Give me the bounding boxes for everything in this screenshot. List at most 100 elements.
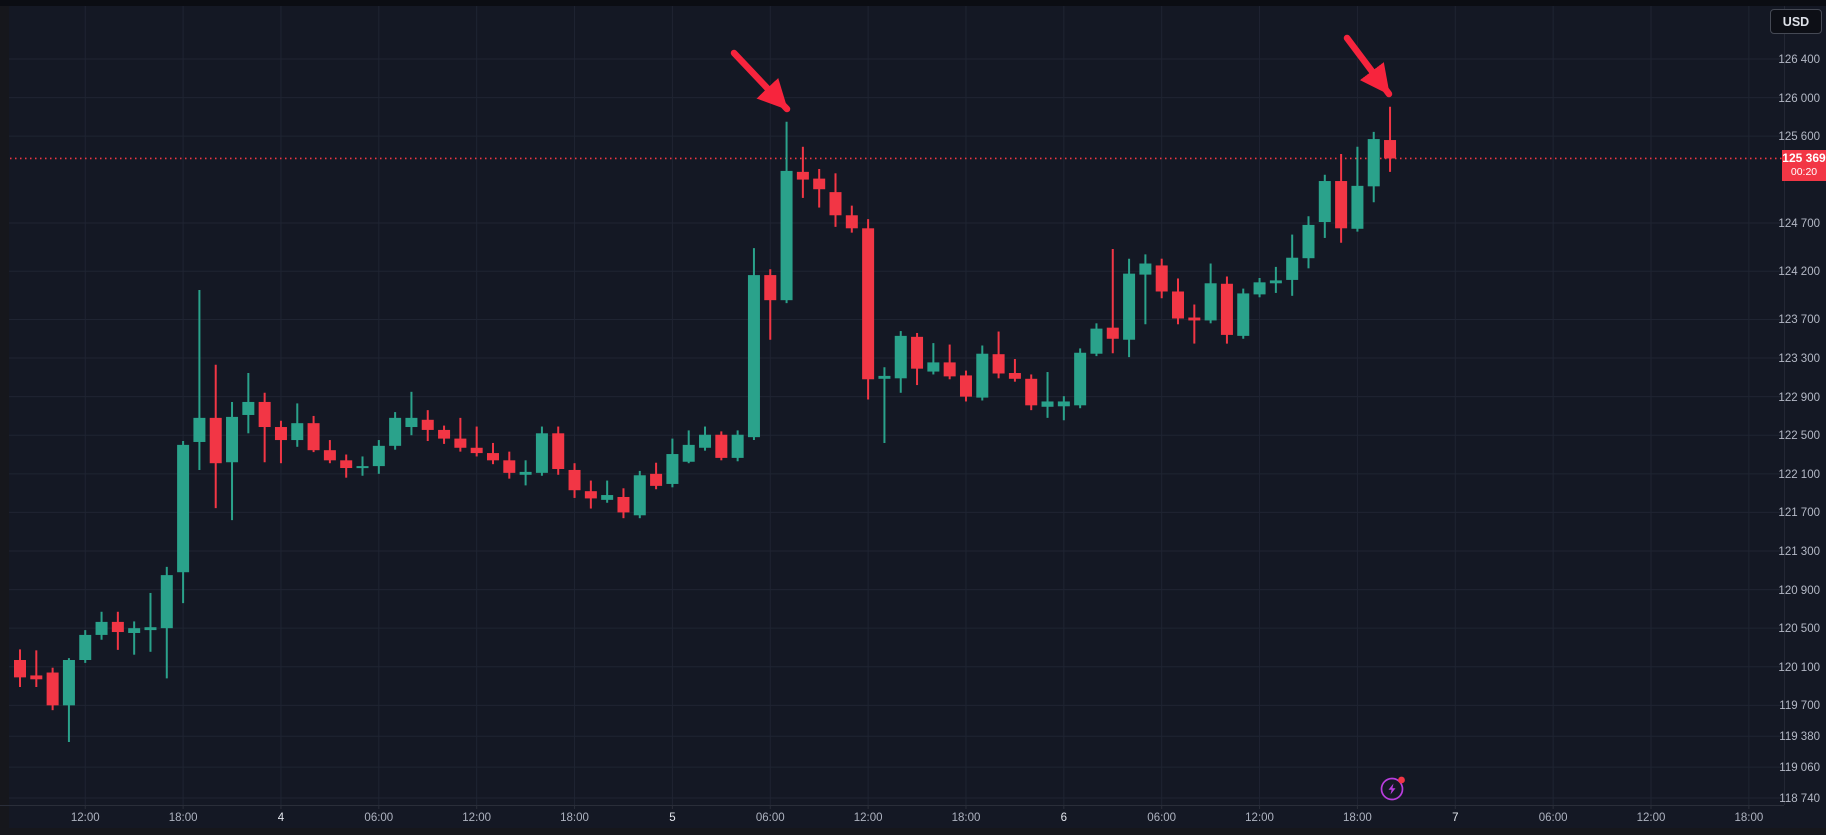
candle-body <box>1220 283 1233 335</box>
candle-body <box>747 275 760 438</box>
candle <box>242 373 255 434</box>
candle <box>389 412 402 450</box>
candle-body <box>715 434 728 458</box>
candle-body <box>291 423 304 441</box>
candle <box>601 480 614 503</box>
candle <box>421 410 434 442</box>
candle-body <box>519 471 532 475</box>
candle <box>992 331 1005 379</box>
time-tick-label: 12:00 <box>462 812 492 824</box>
price-tick-label: 122 900 <box>1778 391 1820 404</box>
candle <box>1008 359 1021 382</box>
candle <box>144 592 157 652</box>
candle-body <box>682 444 695 462</box>
candle-body <box>95 621 108 635</box>
currency-button[interactable]: USD <box>1770 9 1822 34</box>
candle-body <box>894 335 907 379</box>
time-axis[interactable]: 12:00 18:00 4 06:00 12:00 18:00 5 06:00 12:00 18:… <box>0 805 1784 829</box>
candle <box>470 426 483 457</box>
candle <box>1286 234 1299 296</box>
notification-dot <box>1398 776 1405 784</box>
candle <box>1188 304 1201 344</box>
candle <box>682 430 695 464</box>
candle <box>666 438 679 488</box>
price-axis[interactable]: 126 400 126 000 125 600 124 700 124 200 123 7… <box>1778 6 1826 805</box>
candle <box>14 649 26 688</box>
candle-body <box>209 417 222 464</box>
candle <box>307 415 320 453</box>
price-tick-label: 118 740 <box>1779 792 1820 805</box>
candle <box>699 426 712 451</box>
candle-body <box>552 433 565 469</box>
price-tick-label: 125 600 <box>1778 131 1820 144</box>
candle <box>552 426 565 475</box>
candle-body <box>421 419 434 430</box>
candle <box>845 205 858 233</box>
price-tick-label: 119 380 <box>1779 731 1820 744</box>
time-tick-label: 06:00 <box>364 812 394 824</box>
candle <box>1204 263 1217 324</box>
candle-body <box>46 672 59 706</box>
candle-body <box>242 401 255 415</box>
candle-body <box>14 660 26 678</box>
candle <box>274 420 287 464</box>
candle <box>30 650 43 688</box>
annotation-arrow[interactable] <box>1343 34 1393 98</box>
candle-body <box>943 362 956 377</box>
time-tick-label: 06:00 <box>1147 812 1177 824</box>
currency-label: USD <box>1782 14 1810 29</box>
candle <box>160 566 173 679</box>
candle <box>111 611 124 650</box>
candle-body <box>1351 185 1364 229</box>
candle <box>633 470 646 519</box>
annotation-arrow[interactable] <box>730 49 791 113</box>
candle-body <box>372 445 385 467</box>
time-tick-label: 18:00 <box>951 812 981 824</box>
time-tick-label: 12:00 <box>1636 812 1666 824</box>
candle-body <box>1269 280 1282 284</box>
candle <box>1318 174 1331 238</box>
candle <box>1090 323 1103 357</box>
candle <box>617 488 630 519</box>
candle <box>1351 146 1364 232</box>
boost-circle <box>1380 777 1404 801</box>
price-tick-label: 119 060 <box>1779 762 1820 775</box>
candle-body <box>1008 373 1021 379</box>
candle-body <box>307 423 320 451</box>
time-tick-label: 18:00 <box>560 812 589 824</box>
candle-body <box>128 628 141 633</box>
price-tick-label: 119 700 <box>1779 700 1820 713</box>
candle-body <box>731 434 744 458</box>
candle <box>959 370 972 402</box>
candle <box>258 392 271 463</box>
candle-body <box>30 675 43 680</box>
candle <box>1302 216 1315 269</box>
candle-body <box>1106 327 1119 339</box>
candle-body <box>160 575 173 629</box>
price-tick-label: 120 900 <box>1778 584 1820 597</box>
candle <box>193 290 206 470</box>
flash-boost-icon[interactable] <box>1380 776 1405 801</box>
candle <box>1074 348 1087 409</box>
candle-body <box>274 427 287 441</box>
candle <box>943 344 956 380</box>
time-tick-label-day: 6 <box>1060 812 1068 824</box>
candle-body <box>454 438 467 448</box>
candle <box>1220 276 1233 344</box>
candle <box>862 219 875 400</box>
candle-body <box>764 275 777 301</box>
candle <box>405 391 418 436</box>
candle-body <box>193 417 206 442</box>
candle <box>976 345 989 401</box>
candle-body <box>813 178 826 190</box>
candle-body <box>1057 401 1070 407</box>
price-tick-label: 123 300 <box>1778 353 1820 366</box>
candle <box>715 431 728 461</box>
candle-body <box>829 192 842 216</box>
candle <box>731 430 744 462</box>
bottom-edge-strip <box>0 828 1826 835</box>
time-tick-label-day: 5 <box>669 812 676 824</box>
candle <box>584 480 597 509</box>
candle-body <box>666 454 679 484</box>
